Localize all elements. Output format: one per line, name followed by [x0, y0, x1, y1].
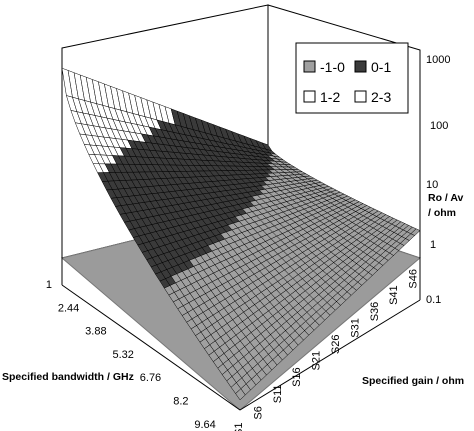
x-tick-label: S16 [291, 367, 303, 387]
x-tick-label: S11 [272, 384, 284, 403]
y-tick-labels: 1 2.44 3.88 5.32 6.76 8.2 9.64 [46, 279, 216, 431]
front-edge-right [239, 299, 421, 411]
x-tick-label: S1 [233, 423, 245, 431]
legend-swatch-3 [354, 90, 367, 103]
legend-swatch-2 [303, 90, 316, 103]
x-tick-labels: S1 S6 S11 S16 S21 S26 S31 S36 S41 S46 [233, 269, 420, 431]
y-tick-label: 1 [46, 279, 52, 291]
y-tick-label: 6.76 [140, 372, 161, 384]
x-axis-label: Specified gain / ohm [362, 375, 464, 387]
legend-label-1: 0-1 [371, 59, 391, 75]
x-tick-label: S41 [388, 285, 400, 305]
z-tick-1000: 1000 [426, 54, 450, 66]
legend-label-3: 2-3 [371, 89, 391, 105]
surface-cell [410, 228, 421, 236]
x-tick-label: S36 [369, 302, 381, 322]
y-axis-label: Specified bandwidth / GHz [2, 371, 134, 383]
y-tick-label: 9.64 [194, 419, 215, 431]
legend: -1-0 0-1 1-2 2-3 [295, 42, 409, 114]
z-tick-labels: 1000 100 10 1 0.1 [426, 54, 450, 306]
y-tick-label: 8.2 [173, 396, 188, 408]
y-tick-label: 2.44 [58, 302, 79, 314]
z-tick-1: 1 [430, 239, 436, 251]
legend-label-2: 1-2 [320, 89, 340, 105]
z-axis-label: Ro / Av [428, 192, 464, 204]
x-tick-label: S21 [311, 351, 323, 371]
legend-label-0: -1-0 [320, 59, 345, 75]
x-tick-label: S26 [330, 335, 342, 355]
x-tick-label: S31 [349, 318, 361, 338]
surface-mesh [61, 67, 421, 401]
z-tick-100: 100 [430, 120, 448, 132]
z-axis-label-unit: / ohm [428, 207, 456, 219]
y-tick-label: 3.88 [85, 326, 106, 338]
z-tick-10: 10 [426, 179, 438, 191]
z-tick-0.1: 0.1 [426, 294, 441, 306]
x-tick-label: S46 [408, 269, 420, 289]
legend-swatch-1 [354, 60, 367, 73]
y-tick-label: 5.32 [112, 349, 133, 361]
x-tick-label: S6 [252, 406, 264, 419]
legend-swatch-0 [303, 60, 316, 73]
front-edge-left [61, 284, 241, 411]
